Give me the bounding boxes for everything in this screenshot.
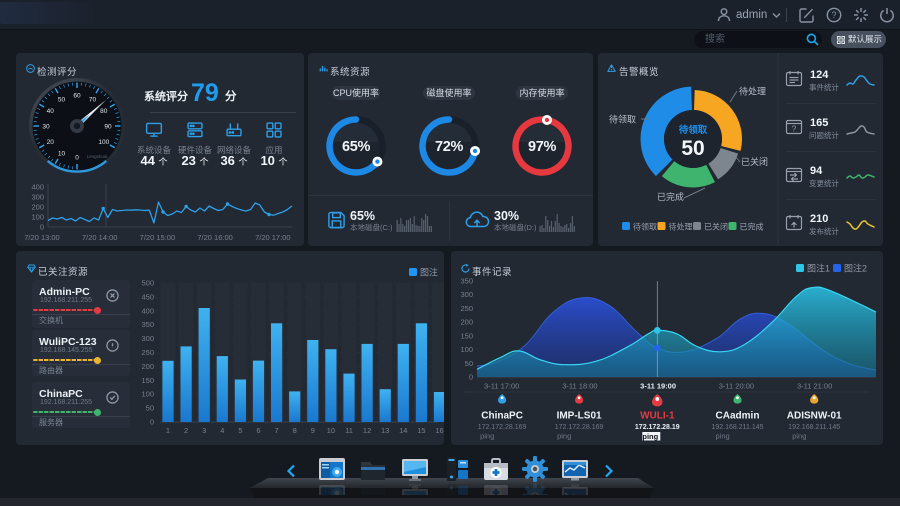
svg-text:6: 6 — [256, 426, 260, 435]
svg-text:1: 1 — [166, 426, 170, 435]
svg-text:90: 90 — [104, 124, 112, 131]
svg-text:172.172.28.19: 172.172.28.19 — [635, 424, 680, 431]
svg-text:ChinaPC: ChinaPC — [481, 411, 523, 422]
svg-text:ADISNW-01: ADISNW-01 — [787, 411, 842, 422]
svg-text:3-11 20:00: 3-11 20:00 — [719, 382, 754, 391]
svg-text:172.172.28.169: 172.172.28.169 — [478, 424, 527, 431]
svg-text:350: 350 — [460, 277, 473, 286]
svg-text:50: 50 — [146, 404, 154, 413]
svg-text:80: 80 — [100, 108, 108, 115]
svg-text:300: 300 — [460, 290, 473, 299]
svg-text:400: 400 — [31, 183, 44, 192]
svg-text:300: 300 — [31, 193, 44, 202]
svg-text:3-11 21:00: 3-11 21:00 — [797, 382, 832, 391]
svg-text:350: 350 — [141, 320, 154, 329]
svg-text:200: 200 — [460, 318, 473, 327]
svg-text:9: 9 — [311, 426, 315, 435]
svg-text:图注: 图注 — [420, 267, 438, 278]
svg-text:已完成: 已完成 — [657, 191, 684, 202]
svg-text:3-11 19:00: 3-11 19:00 — [640, 382, 676, 391]
svg-text:待处理: 待处理 — [669, 222, 693, 232]
svg-text:50: 50 — [58, 97, 66, 104]
svg-text:7/20 15:00: 7/20 15:00 — [140, 233, 175, 242]
svg-text:3-11 18:00: 3-11 18:00 — [562, 382, 597, 391]
svg-text:5: 5 — [238, 426, 242, 435]
svg-text:65%: 65% — [342, 139, 371, 155]
svg-text:待领取: 待领取 — [679, 124, 708, 136]
svg-text:已完成: 已完成 — [740, 222, 764, 232]
svg-text:?: ? — [831, 10, 836, 20]
svg-text:172.172.28.169: 172.172.28.169 — [555, 424, 604, 431]
svg-text:10: 10 — [58, 150, 66, 157]
svg-text:50: 50 — [681, 137, 704, 160]
svg-text:7/20 14:00: 7/20 14:00 — [82, 233, 117, 242]
svg-text:待领取: 待领取 — [633, 222, 657, 232]
svg-text:250: 250 — [460, 304, 473, 313]
svg-text:300: 300 — [141, 334, 154, 343]
svg-text:30: 30 — [42, 124, 50, 131]
svg-text:8: 8 — [293, 426, 297, 435]
svg-text:16: 16 — [435, 426, 443, 435]
svg-text:100: 100 — [98, 139, 109, 146]
svg-text:150: 150 — [141, 376, 154, 385]
svg-text:97%: 97% — [528, 139, 557, 155]
svg-text:0: 0 — [150, 418, 154, 427]
svg-text:已关闭: 已关闭 — [704, 222, 728, 232]
svg-text:ping: ping — [716, 432, 730, 441]
svg-text:7/20 16:00: 7/20 16:00 — [197, 233, 232, 242]
svg-text:50: 50 — [465, 359, 473, 368]
svg-text:10: 10 — [327, 426, 335, 435]
svg-text:ping: ping — [480, 432, 494, 441]
svg-text:150: 150 — [460, 331, 473, 340]
svg-text:60: 60 — [73, 93, 81, 100]
svg-text:CAadmin: CAadmin — [716, 411, 760, 422]
svg-text:13: 13 — [381, 426, 389, 435]
svg-text:已关闭: 已关闭 — [741, 156, 768, 167]
svg-text:7/20 13:00: 7/20 13:00 — [24, 233, 59, 242]
svg-text:11: 11 — [345, 426, 353, 435]
svg-text:7: 7 — [275, 426, 279, 435]
svg-text:0: 0 — [40, 223, 44, 232]
svg-text:3: 3 — [202, 426, 206, 435]
svg-text:待处理: 待处理 — [739, 86, 766, 97]
svg-text:200: 200 — [141, 362, 154, 371]
svg-text:20: 20 — [47, 139, 55, 146]
svg-text:192.168.211.145: 192.168.211.145 — [711, 424, 763, 431]
svg-text:0: 0 — [75, 155, 79, 162]
svg-text:12: 12 — [363, 426, 371, 435]
svg-text:40: 40 — [47, 108, 55, 115]
svg-text:IMP-LS01: IMP-LS01 — [557, 411, 602, 422]
svg-text:100: 100 — [141, 390, 154, 399]
svg-text:200: 200 — [31, 203, 44, 212]
svg-text:72%: 72% — [435, 139, 464, 155]
svg-text:2: 2 — [184, 426, 188, 435]
svg-text:0: 0 — [469, 373, 473, 382]
svg-text:图注2: 图注2 — [844, 263, 867, 274]
svg-text:450: 450 — [141, 292, 154, 301]
svg-text:14: 14 — [399, 426, 407, 435]
svg-text:192.168.211.145: 192.168.211.145 — [788, 424, 840, 431]
svg-text:15: 15 — [417, 426, 425, 435]
svg-text:4: 4 — [220, 426, 224, 435]
svg-text:Lengshuai: Lengshuai — [87, 154, 108, 159]
svg-text:WULI-1: WULI-1 — [640, 411, 675, 422]
svg-text:ping: ping — [792, 432, 806, 441]
svg-text:ping: ping — [557, 432, 571, 441]
svg-text:?: ? — [792, 125, 797, 134]
svg-text:250: 250 — [141, 348, 154, 357]
svg-text:图注1: 图注1 — [807, 263, 830, 274]
svg-text:400: 400 — [141, 306, 154, 315]
svg-text:70: 70 — [89, 97, 97, 104]
svg-text:3-11 17:00: 3-11 17:00 — [484, 382, 519, 391]
svg-text:100: 100 — [31, 213, 44, 222]
svg-text:待领取: 待领取 — [609, 114, 636, 125]
svg-text:7/20 17:00: 7/20 17:00 — [255, 233, 290, 242]
svg-text:ping: ping — [642, 432, 658, 441]
svg-text:100: 100 — [460, 345, 473, 354]
svg-text:500: 500 — [141, 279, 154, 288]
